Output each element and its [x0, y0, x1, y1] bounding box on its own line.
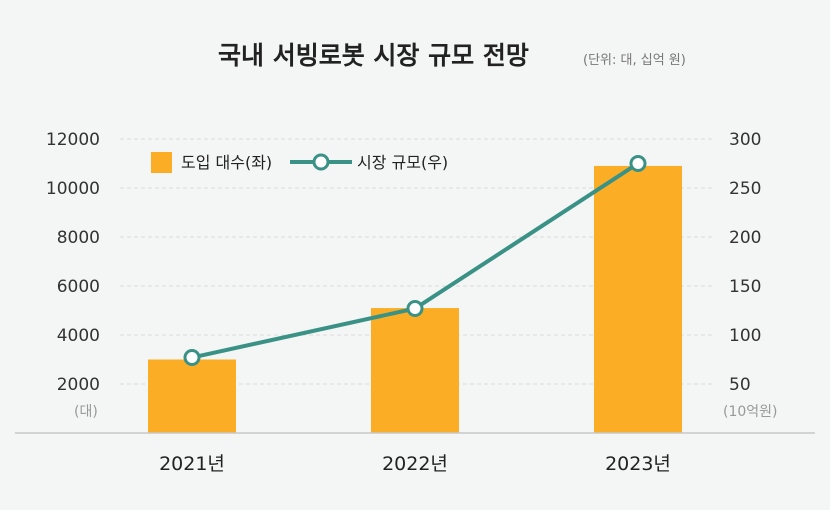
right-tick-label: 100 [729, 326, 761, 346]
left-axis: 2000 4000 6000 8000 10000 12000 [46, 130, 100, 395]
left-axis-unit: (대) [74, 404, 98, 420]
right-tick-label: 50 [729, 375, 751, 395]
x-tick-label: 2022년 [382, 453, 448, 475]
x-tick-label: 2023년 [605, 453, 671, 475]
legend-line-label: 시장 규모(우) [357, 153, 448, 172]
right-tick-label: 150 [729, 277, 761, 297]
right-axis-unit: (10억원) [723, 404, 778, 420]
x-tick-label: 2021년 [159, 453, 225, 475]
line-point [629, 155, 647, 172]
chart-title: 국내 서빙로봇 시장 규모 전망 [218, 41, 529, 70]
bar-series [148, 165, 682, 433]
left-tick-label: 8000 [57, 228, 100, 248]
line-series [183, 155, 647, 367]
line-point [406, 300, 424, 318]
legend-bar-label: 도입 대수(좌) [181, 153, 272, 172]
x-axis: 2021년 2022년 2023년 [159, 453, 671, 475]
right-tick-label: 250 [729, 179, 761, 199]
left-tick-label: 2000 [57, 375, 100, 395]
chart-subtitle: (단위: 대, 십억 원) [583, 53, 686, 68]
right-axis: 50 100 150 200 250 300 [729, 130, 761, 395]
right-tick-label: 200 [729, 228, 761, 248]
left-tick-label: 10000 [46, 179, 100, 199]
legend: 도입 대수(좌) 시장 규모(우) [151, 152, 448, 173]
bar [148, 359, 236, 433]
legend-line-marker [312, 153, 330, 171]
bar [594, 165, 682, 433]
left-tick-label: 6000 [57, 277, 100, 297]
line-point [183, 349, 201, 367]
legend-bar-swatch [151, 152, 172, 173]
bar [371, 308, 459, 433]
left-tick-label: 12000 [46, 130, 100, 150]
left-tick-label: 4000 [57, 326, 100, 346]
right-tick-label: 300 [729, 130, 761, 150]
